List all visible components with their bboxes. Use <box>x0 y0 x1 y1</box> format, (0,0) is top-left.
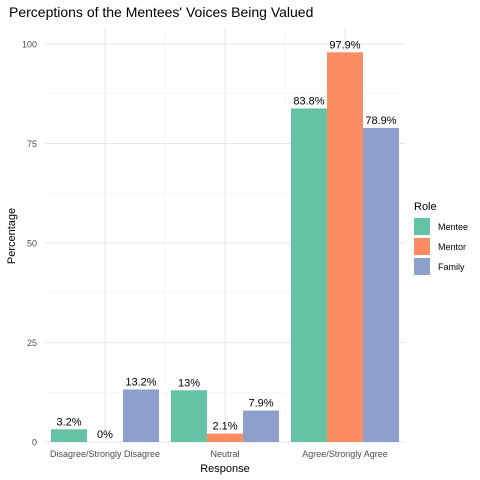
bar-value-label: 97.9% <box>329 39 360 51</box>
bar-mentor <box>207 433 243 442</box>
y-tick-label: 50 <box>27 238 37 248</box>
bar-value-label: 3.2% <box>56 416 81 428</box>
x-axis-ticks: Disagree/Strongly Disagree Neutral Agree/S… <box>50 449 388 459</box>
chart-title: Perceptions of the Mentees' Voices Being… <box>9 4 313 20</box>
bar-value-label: 2.1% <box>212 421 237 433</box>
y-tick-label: 75 <box>27 139 37 149</box>
bar-value-label: 13.2% <box>125 376 156 388</box>
legend: Role Mentee Mentor Family <box>414 201 468 275</box>
bar-family <box>363 127 399 443</box>
legend-label: Mentor <box>438 242 466 252</box>
bar-mentee <box>171 390 207 442</box>
bar-value-label: 83.8% <box>293 95 324 107</box>
bar-mentee <box>291 108 327 443</box>
bars <box>51 52 399 443</box>
legend-swatch-mentee <box>414 218 430 235</box>
legend-title: Role <box>414 201 437 213</box>
y-axis-label: Percentage <box>6 208 18 264</box>
bar-mentee <box>51 429 87 442</box>
bar-value-label: 78.9% <box>365 115 396 127</box>
bar-value-label: 7.9% <box>248 398 273 410</box>
legend-swatch-mentor <box>414 238 430 255</box>
bar-labels: 3.2% 0% 13.2% 13% 2.1% 7.9% 83.8% 97.9% 78.9% <box>56 39 396 441</box>
y-axis-ticks: 0 25 50 75 100 <box>22 39 37 447</box>
bar-value-label: 13% <box>178 377 200 389</box>
bar-family <box>123 389 159 442</box>
legend-items: Mentee Mentor Family <box>414 218 468 275</box>
x-tick-label: Neutral <box>210 449 239 459</box>
x-axis-label: Response <box>200 463 250 475</box>
bar-value-label: 0% <box>97 429 113 441</box>
legend-swatch-family <box>414 258 430 275</box>
y-tick-label: 0 <box>32 438 37 448</box>
legend-label: Family <box>438 262 465 272</box>
legend-label: Mentee <box>438 222 468 232</box>
bar-family <box>243 410 279 442</box>
y-tick-label: 100 <box>22 39 37 49</box>
x-tick-label: Agree/Strongly Agree <box>302 449 388 459</box>
y-tick-label: 25 <box>27 338 37 348</box>
x-tick-label: Disagree/Strongly Disagree <box>50 449 160 459</box>
bar-mentor <box>327 52 363 443</box>
